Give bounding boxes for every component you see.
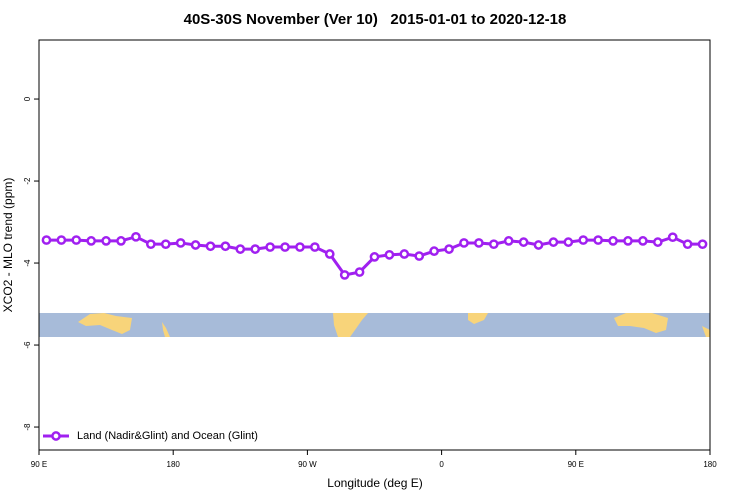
data-point: [354, 267, 365, 277]
x-tick-label: 0: [439, 460, 444, 469]
x-axis-label: Longitude (deg E): [327, 476, 422, 490]
data-point: [56, 235, 67, 245]
data-point: [533, 240, 544, 250]
data-point: [160, 239, 171, 250]
data-point: [369, 252, 380, 262]
data-point: [280, 242, 290, 252]
data-point: [593, 235, 604, 245]
data-point: [697, 239, 708, 250]
data-point: [384, 249, 395, 260]
y-axis-label: XCO2 - MLO trend (ppm): [1, 178, 15, 313]
chart-title: 40S-30S November (Ver 10) 2015-01-01 to …: [184, 11, 567, 28]
data-point: [295, 242, 305, 252]
data-point: [116, 236, 126, 246]
map-strip: [39, 313, 710, 337]
data-point: [459, 238, 469, 248]
x-tick-label: 90 W: [298, 460, 317, 469]
y-tick-label: 0: [23, 96, 32, 101]
data-point: [638, 236, 648, 246]
data-point: [563, 237, 574, 247]
data-point: [250, 244, 261, 254]
data-point: [474, 238, 484, 248]
data-point: [324, 249, 335, 259]
plot-frame: [38, 39, 711, 451]
y-tick-label: -6: [23, 341, 32, 349]
data-point: [503, 236, 514, 246]
data-point: [429, 246, 439, 256]
data-point: [220, 241, 231, 252]
data-point: [548, 237, 559, 247]
data-point: [608, 236, 618, 246]
data-point: [205, 241, 216, 252]
y-tick-label: -4: [23, 259, 32, 267]
x-tick-label: 90 E: [568, 460, 584, 469]
data-point: [86, 236, 97, 246]
data-point: [235, 244, 246, 254]
data-point: [190, 240, 201, 250]
data-point: [518, 237, 529, 247]
y-tick-label: -2: [23, 177, 32, 185]
data-point: [667, 232, 678, 243]
data-point: [578, 235, 589, 245]
data-point: [310, 242, 320, 252]
data-point: [682, 239, 693, 250]
data-point: [399, 249, 410, 259]
data-point: [71, 235, 82, 245]
data-point: [488, 239, 499, 250]
legend-label: Land (Nadir&Glint) and Ocean (Glint): [77, 430, 258, 442]
data-point: [623, 236, 633, 246]
data-point: [101, 236, 111, 246]
y-tick-label: -8: [23, 423, 32, 431]
data-point: [444, 244, 454, 254]
data-point: [131, 231, 141, 242]
data-point: [145, 239, 156, 250]
x-tick-label: 180: [703, 460, 717, 469]
data-point: [339, 270, 350, 280]
x-tick-label: 90 E: [31, 460, 47, 469]
data-point: [41, 235, 52, 245]
data-point: [175, 238, 186, 248]
data-point: [414, 251, 425, 261]
data-point: [652, 237, 663, 247]
data-point: [265, 242, 275, 252]
x-tick-label: 180: [167, 460, 181, 469]
legend-swatch-point: [51, 431, 61, 441]
